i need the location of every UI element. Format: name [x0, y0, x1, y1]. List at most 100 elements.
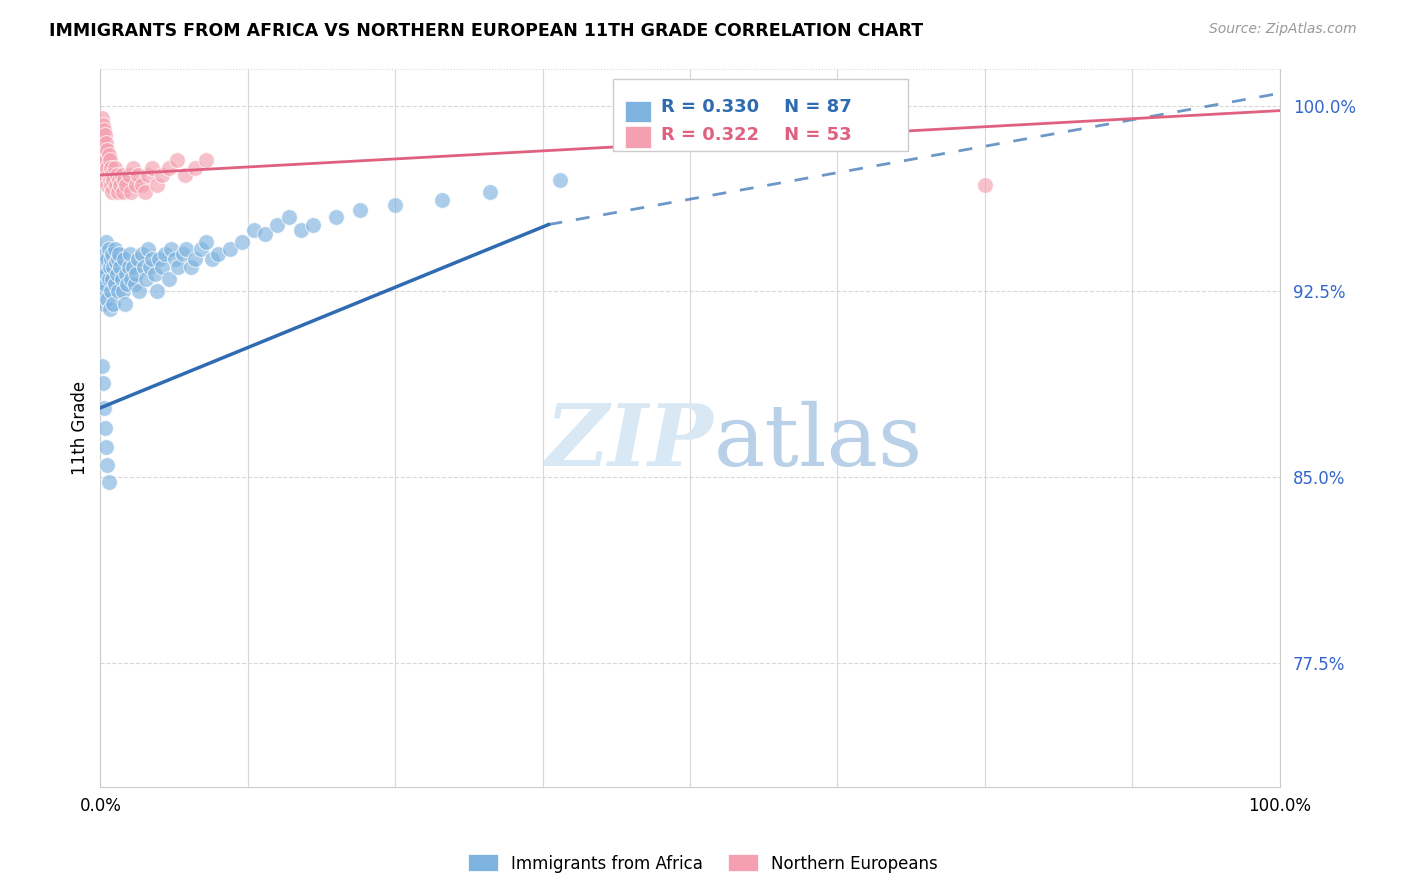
- Point: [131, 178, 153, 192]
- Text: atlas: atlas: [714, 401, 922, 483]
- Point: [242, 222, 264, 236]
- Point: [207, 247, 229, 261]
- Point: [93, 123, 115, 137]
- Point: [134, 186, 156, 200]
- Point: [183, 161, 205, 175]
- Point: [114, 297, 136, 311]
- Point: [94, 168, 117, 182]
- Point: [93, 252, 115, 267]
- Point: [384, 198, 406, 212]
- Point: [111, 285, 134, 299]
- Point: [90, 359, 112, 373]
- Point: [96, 235, 118, 249]
- Point: [101, 186, 124, 200]
- Point: [163, 252, 186, 267]
- Point: [118, 260, 141, 274]
- Point: [98, 173, 121, 187]
- Point: [290, 222, 312, 236]
- Bar: [626, 101, 651, 122]
- Point: [103, 161, 125, 175]
- Point: [96, 153, 118, 168]
- Point: [112, 252, 135, 267]
- Point: [190, 243, 212, 257]
- Point: [120, 272, 142, 286]
- Point: [135, 272, 157, 286]
- Point: [108, 173, 131, 187]
- Point: [101, 247, 124, 261]
- Point: [125, 267, 148, 281]
- Text: R = 0.322    N = 53: R = 0.322 N = 53: [661, 127, 851, 145]
- Point: [97, 243, 120, 257]
- Point: [104, 254, 127, 268]
- Point: [127, 252, 149, 267]
- Point: [301, 218, 323, 232]
- Point: [254, 227, 277, 242]
- Point: [96, 178, 118, 192]
- Point: [100, 252, 122, 267]
- Point: [325, 210, 347, 224]
- Point: [94, 247, 117, 261]
- Point: [136, 243, 159, 257]
- Point: [148, 252, 170, 267]
- Point: [120, 186, 142, 200]
- Point: [96, 173, 118, 187]
- Point: [118, 247, 141, 261]
- Point: [155, 247, 177, 261]
- Point: [136, 168, 159, 182]
- Point: [139, 260, 162, 274]
- Point: [432, 193, 454, 207]
- Point: [103, 277, 125, 291]
- Point: [131, 247, 153, 261]
- Point: [176, 243, 198, 257]
- FancyBboxPatch shape: [613, 79, 908, 151]
- Point: [150, 168, 173, 182]
- Point: [96, 136, 118, 150]
- Point: [195, 153, 218, 168]
- Point: [97, 475, 120, 490]
- Point: [132, 260, 155, 274]
- Point: [157, 272, 180, 286]
- Point: [105, 267, 128, 281]
- Point: [103, 297, 125, 311]
- Point: [96, 267, 118, 281]
- Point: [157, 161, 180, 175]
- Point: [111, 186, 134, 200]
- Point: [93, 285, 115, 299]
- Point: [128, 285, 150, 299]
- Point: [90, 128, 112, 143]
- Point: [231, 235, 253, 249]
- Point: [91, 376, 114, 390]
- Point: [122, 161, 145, 175]
- Point: [115, 267, 138, 281]
- Point: [97, 168, 120, 182]
- Point: [127, 168, 149, 182]
- Point: [101, 272, 124, 286]
- Point: [122, 260, 145, 274]
- Point: [266, 218, 288, 232]
- Point: [107, 252, 129, 267]
- Point: [93, 143, 115, 157]
- Point: [219, 243, 242, 257]
- Text: IMMIGRANTS FROM AFRICA VS NORTHERN EUROPEAN 11TH GRADE CORRELATION CHART: IMMIGRANTS FROM AFRICA VS NORTHERN EUROP…: [49, 22, 924, 40]
- Text: Source: ZipAtlas.com: Source: ZipAtlas.com: [1209, 22, 1357, 37]
- Point: [160, 243, 183, 257]
- Point: [973, 178, 995, 192]
- Point: [110, 178, 132, 192]
- Point: [183, 252, 205, 267]
- Text: ZIP: ZIP: [546, 401, 714, 483]
- Point: [103, 173, 125, 187]
- Point: [278, 210, 301, 224]
- Point: [150, 260, 173, 274]
- Point: [112, 173, 135, 187]
- Point: [96, 458, 118, 472]
- Point: [90, 111, 112, 125]
- Point: [91, 260, 114, 274]
- Point: [100, 285, 122, 299]
- Point: [91, 153, 114, 168]
- Point: [96, 161, 118, 175]
- Bar: [626, 126, 651, 147]
- Point: [94, 277, 117, 291]
- Point: [141, 252, 163, 267]
- Text: R = 0.330    N = 87: R = 0.330 N = 87: [661, 97, 851, 116]
- Point: [167, 260, 190, 274]
